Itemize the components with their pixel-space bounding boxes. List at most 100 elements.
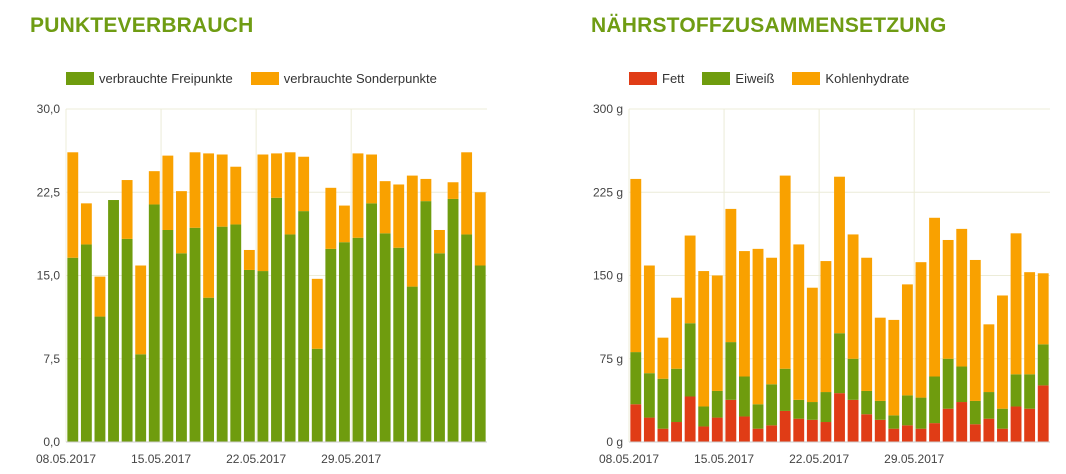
bar-fett <box>834 393 845 442</box>
bar-freipunkte <box>393 247 405 442</box>
bar-fett <box>915 428 927 442</box>
legend-item-sonderpunkte[interactable]: verbrauchte Sonderpunkte <box>250 71 437 86</box>
bar-eiweiss <box>630 352 642 405</box>
legend-label: Eiweiß <box>735 71 775 86</box>
bar-sonderpunkte <box>325 187 337 249</box>
bar-freipunkte <box>121 238 133 442</box>
legend-swatch-eiweiss <box>702 72 731 85</box>
bar-kohlenhydrate <box>861 257 873 391</box>
y-tick-label: 75 g <box>600 352 623 366</box>
bar-eiweiss <box>752 404 764 429</box>
bar-fett <box>725 399 737 442</box>
bar-kohlenhydrate <box>997 295 1008 409</box>
bar-freipunkte <box>257 271 269 442</box>
bar-freipunkte <box>461 234 473 442</box>
bar-fett <box>793 418 805 442</box>
bar-sonderpunkte <box>162 155 174 230</box>
x-tick-label: 22.05.2017 <box>789 452 849 466</box>
bar-fett <box>983 418 995 442</box>
bar-fett <box>1010 406 1022 442</box>
bar-sonderpunkte <box>474 192 486 266</box>
bar-kohlenhydrate <box>793 244 805 400</box>
bar-freipunkte <box>406 286 418 442</box>
x-tick-label: 22.05.2017 <box>226 452 286 466</box>
bar-fett <box>643 417 655 442</box>
bar-kohlenhydrate <box>657 337 669 379</box>
bar-freipunkte <box>352 237 364 442</box>
bar-freipunkte <box>338 242 350 442</box>
bar-kohlenhydrate <box>806 287 818 403</box>
bar-fett <box>956 402 968 442</box>
bar-sonderpunkte <box>434 229 445 254</box>
bar-sonderpunkte <box>176 191 187 254</box>
bar-fett <box>861 414 873 442</box>
bar-eiweiss <box>888 415 900 429</box>
bar-sonderpunkte <box>80 203 92 245</box>
bar-fett <box>698 426 710 442</box>
bar-freipunkte <box>176 253 187 442</box>
bar-eiweiss <box>766 384 778 426</box>
x-tick-label: 29.05.2017 <box>321 452 381 466</box>
legend-item-kohlenhydrate[interactable]: Kohlenhydrate <box>792 71 909 86</box>
bar-eiweiss <box>983 392 995 419</box>
bar-freipunkte <box>420 201 432 442</box>
bar-kohlenhydrate <box>915 262 927 398</box>
bar-sonderpunkte <box>406 175 418 287</box>
bar-freipunkte <box>94 316 106 442</box>
bar-kohlenhydrate <box>969 259 981 401</box>
bar-eiweiss <box>929 376 940 424</box>
bar-fett <box>711 417 723 442</box>
bar-kohlenhydrate <box>942 239 954 359</box>
bar-fett <box>969 424 981 442</box>
bar-sonderpunkte <box>420 178 432 202</box>
bar-eiweiss <box>956 366 968 403</box>
bar-eiweiss <box>684 323 696 397</box>
bar-fett <box>929 423 940 442</box>
bar-fett <box>888 428 900 442</box>
bar-sonderpunkte <box>135 265 147 355</box>
bar-freipunkte <box>325 248 337 442</box>
bar-eiweiss <box>915 397 927 429</box>
legend-item-fett[interactable]: Fett <box>629 71 684 86</box>
bar-fett <box>901 425 913 442</box>
bar-kohlenhydrate <box>739 251 750 377</box>
bar-freipunkte <box>311 348 323 442</box>
bar-sonderpunkte <box>379 181 391 234</box>
bar-freipunkte <box>474 265 486 442</box>
bar-freipunkte <box>108 200 119 442</box>
bar-freipunkte <box>148 204 160 442</box>
bar-eiweiss <box>793 399 805 419</box>
bar-kohlenhydrate <box>711 275 723 391</box>
x-tick-label: 15.05.2017 <box>694 452 754 466</box>
legend-swatch-freipunkte <box>66 72 94 85</box>
bar-kohlenhydrate <box>983 324 995 393</box>
bar-eiweiss <box>874 400 886 420</box>
bar-sonderpunkte <box>271 153 282 198</box>
naehrstoff-chart: 0 g 75 g 150 g 225 g 300 g 08.05.2017 15.05.20… <box>593 102 1050 466</box>
bar-sonderpunkte <box>203 153 215 298</box>
bar-kohlenhydrate <box>698 271 710 407</box>
bar-sonderpunkte <box>284 152 296 235</box>
bar-sonderpunkte <box>352 153 364 238</box>
bar-kohlenhydrate <box>766 257 778 385</box>
bar-kohlenhydrate <box>684 235 696 324</box>
bar-sonderpunkte <box>94 276 106 317</box>
x-tick-label: 29.05.2017 <box>884 452 944 466</box>
bar-kohlenhydrate <box>956 228 968 367</box>
legend-item-freipunkte[interactable]: verbrauchte Freipunkte <box>66 71 233 86</box>
legend-item-eiweiss[interactable]: Eiweiß <box>702 71 774 86</box>
bar-fett <box>997 428 1008 442</box>
bar-eiweiss <box>942 358 954 409</box>
bar-freipunkte <box>379 233 391 442</box>
bar-fett <box>684 396 696 442</box>
bar-kohlenhydrate <box>847 234 859 359</box>
bar-sonderpunkte <box>338 205 350 243</box>
x-tick-label: 08.05.2017 <box>599 452 659 466</box>
bar-kohlenhydrate <box>725 208 737 343</box>
chart-title: NÄHRSTOFFZUSAMMENSETZUNG <box>591 14 947 37</box>
bar-eiweiss <box>861 390 873 415</box>
bar-eiweiss <box>739 376 750 417</box>
y-tick-label: 150 g <box>593 269 623 283</box>
bar-eiweiss <box>820 392 832 423</box>
bar-freipunkte <box>189 227 201 442</box>
